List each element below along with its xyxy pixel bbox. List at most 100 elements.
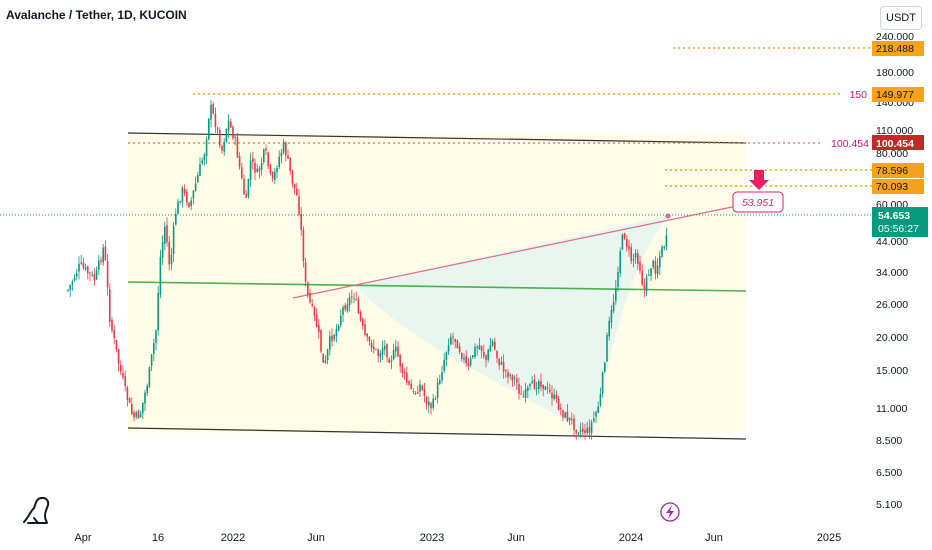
candle-body	[461, 352, 463, 360]
candle-body	[474, 346, 476, 358]
candle-body	[560, 407, 562, 409]
candle-body	[302, 229, 305, 262]
candle-body	[445, 352, 448, 360]
candle-body	[93, 274, 96, 281]
candle-body	[117, 349, 120, 364]
candle-body	[247, 179, 250, 197]
candle-body	[260, 163, 263, 170]
candle-body	[91, 274, 93, 276]
candle-body	[410, 383, 412, 390]
candle-body	[465, 356, 467, 364]
candle-body	[183, 189, 186, 193]
candle-body	[654, 261, 657, 274]
lightning-event-icon[interactable]	[660, 502, 680, 522]
candle-body	[414, 392, 417, 394]
candle-body	[454, 339, 456, 342]
candle-body	[403, 371, 406, 373]
candle-body	[502, 362, 505, 372]
candle-body	[170, 254, 173, 265]
y-tick: 8.500	[876, 435, 902, 447]
candle-body	[291, 170, 294, 184]
candle-body	[535, 387, 538, 389]
candle-body	[353, 298, 355, 300]
candle-body	[623, 233, 626, 239]
candle-body	[71, 281, 74, 285]
candle-body	[313, 307, 316, 316]
badge-70	[872, 179, 924, 194]
candle-body	[366, 333, 368, 337]
current-price-badge	[872, 207, 928, 237]
candle-body	[456, 340, 459, 349]
candle-body	[639, 261, 641, 271]
candle-body	[333, 335, 335, 340]
candle-body	[157, 293, 159, 331]
candle-body	[450, 336, 452, 345]
y-tick: 11.000	[876, 403, 907, 415]
candle-body	[155, 330, 157, 343]
candle-body	[571, 418, 573, 421]
candle-body	[615, 287, 617, 301]
candle-body	[529, 384, 531, 387]
support-line	[127, 281, 747, 292]
candle-body	[111, 319, 113, 331]
candle-body	[197, 174, 199, 183]
candle-body	[496, 350, 498, 359]
tradingview-logo-icon[interactable]	[23, 496, 50, 524]
candle-body	[621, 234, 624, 250]
candle-body	[381, 348, 384, 355]
candle-body	[322, 353, 324, 363]
candle-body	[179, 201, 181, 203]
candle-body	[80, 262, 82, 264]
candle-body	[645, 276, 648, 292]
candle-body	[192, 190, 195, 199]
candle-body	[384, 345, 386, 350]
candle-body	[357, 299, 360, 314]
candle-body	[417, 392, 419, 394]
candle-body	[582, 428, 584, 432]
candle-body	[575, 429, 577, 433]
y-tick: 34.000	[876, 267, 908, 279]
candle-body	[309, 292, 311, 303]
candle-body	[249, 160, 252, 180]
candle-body	[643, 284, 646, 290]
x-tick: Jun	[307, 532, 325, 544]
candle-body	[329, 336, 331, 350]
candle-body	[159, 256, 162, 295]
candle-body	[619, 251, 621, 274]
candle-body	[161, 241, 164, 258]
candle-body	[67, 289, 69, 291]
candle-body	[656, 265, 659, 274]
currency-selector[interactable]: USDT	[880, 6, 922, 30]
candle-body	[315, 314, 318, 327]
candle-body	[258, 168, 261, 172]
candle-body	[126, 387, 129, 401]
candle-body	[469, 358, 472, 366]
candle-body	[595, 411, 597, 417]
candle-body	[524, 389, 527, 398]
candle-body	[335, 328, 338, 337]
candle-body	[73, 277, 76, 281]
candle-body	[243, 178, 245, 195]
candle-body	[146, 385, 148, 394]
candle-body	[219, 129, 221, 146]
candle-body	[199, 164, 201, 176]
candle-body	[439, 380, 441, 384]
badge-78	[872, 163, 924, 178]
candle-body	[441, 371, 443, 381]
x-tick: 2023	[420, 532, 444, 544]
candle-body	[557, 398, 560, 410]
candle-body	[590, 422, 593, 433]
candle-body	[395, 346, 397, 352]
candle-body	[555, 394, 558, 399]
candle-body	[423, 389, 426, 397]
candle-body	[166, 225, 168, 243]
candle-body	[458, 346, 461, 352]
candle-body	[252, 158, 254, 162]
candle-body	[267, 152, 269, 167]
candle-body	[370, 342, 373, 349]
y-tick: 15.000	[876, 365, 908, 377]
candle-body	[113, 330, 115, 339]
candle-body	[564, 412, 566, 418]
candle-body	[364, 324, 366, 336]
